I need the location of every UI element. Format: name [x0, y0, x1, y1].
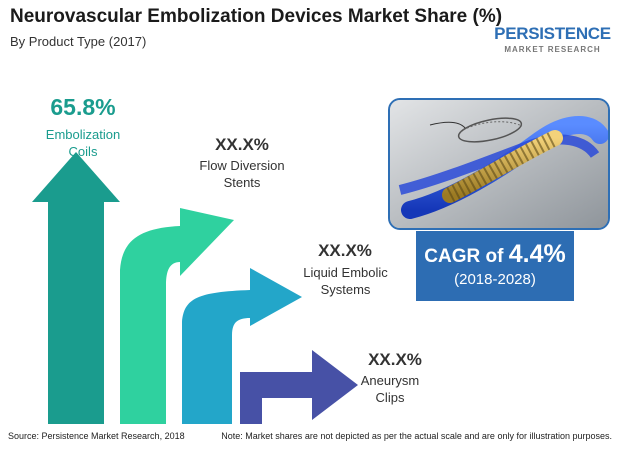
scale-disclaimer: Note: Market shares are not depicted as …	[221, 431, 612, 441]
source-note: Source: Persistence Market Research, 201…	[8, 431, 185, 441]
category-label-clips-line2: Clips	[375, 390, 405, 405]
arrow-aneurysm-clips	[240, 350, 358, 424]
value-label-aneurysm-clips: XX.X%	[368, 350, 422, 369]
value-label-coils: 65.8%	[50, 94, 116, 120]
cagr-callout: CAGR of 4.4% (2018-2028)	[416, 231, 574, 301]
arrow-liquid-embolic-systems	[182, 268, 302, 424]
category-label-flow-diversion: Flow Diversion Stents	[177, 157, 307, 191]
page-subtitle: By Product Type (2017)	[10, 34, 147, 49]
category-label-aneurysm-clips: Aneurysm Clips	[340, 372, 440, 406]
category-label-liquid-line2: Systems	[320, 282, 371, 297]
category-label-liquid-embolic: Liquid Embolic Systems	[283, 264, 408, 298]
category-label-clips-line1: Aneurysm	[360, 373, 420, 388]
cagr-period: (2018-2028)	[454, 271, 536, 288]
value-label-liquid-embolic: XX.X%	[318, 241, 372, 260]
arrow-embolization-coils	[32, 152, 120, 424]
logo-main-text: PERSISTENCE	[494, 24, 611, 43]
category-label-flow-line2: Stents	[223, 175, 261, 190]
category-label-coils-line1: Embolization	[45, 127, 121, 142]
brand-logo: PERSISTENCE MARKET RESEARCH	[490, 24, 615, 54]
category-label-coils: Embolization Coils	[28, 126, 138, 160]
logo-sub-text: MARKET RESEARCH	[504, 45, 601, 54]
cagr-value: 4.4%	[508, 240, 566, 268]
value-label-flow-diversion: XX.X%	[215, 135, 269, 154]
page-title: Neurovascular Embolization Devices Marke…	[10, 6, 503, 27]
cagr-prefix: CAGR of	[424, 246, 509, 267]
category-label-liquid-line1: Liquid Embolic	[303, 265, 388, 280]
arrow-flow-diversion-stents	[120, 208, 234, 424]
device-image	[388, 98, 610, 230]
category-label-flow-line1: Flow Diversion	[199, 158, 285, 173]
category-label-coils-line2: Coils	[68, 144, 98, 159]
cagr-main-line: CAGR of 4.4%	[416, 240, 574, 269]
stent-illustration	[390, 100, 608, 228]
